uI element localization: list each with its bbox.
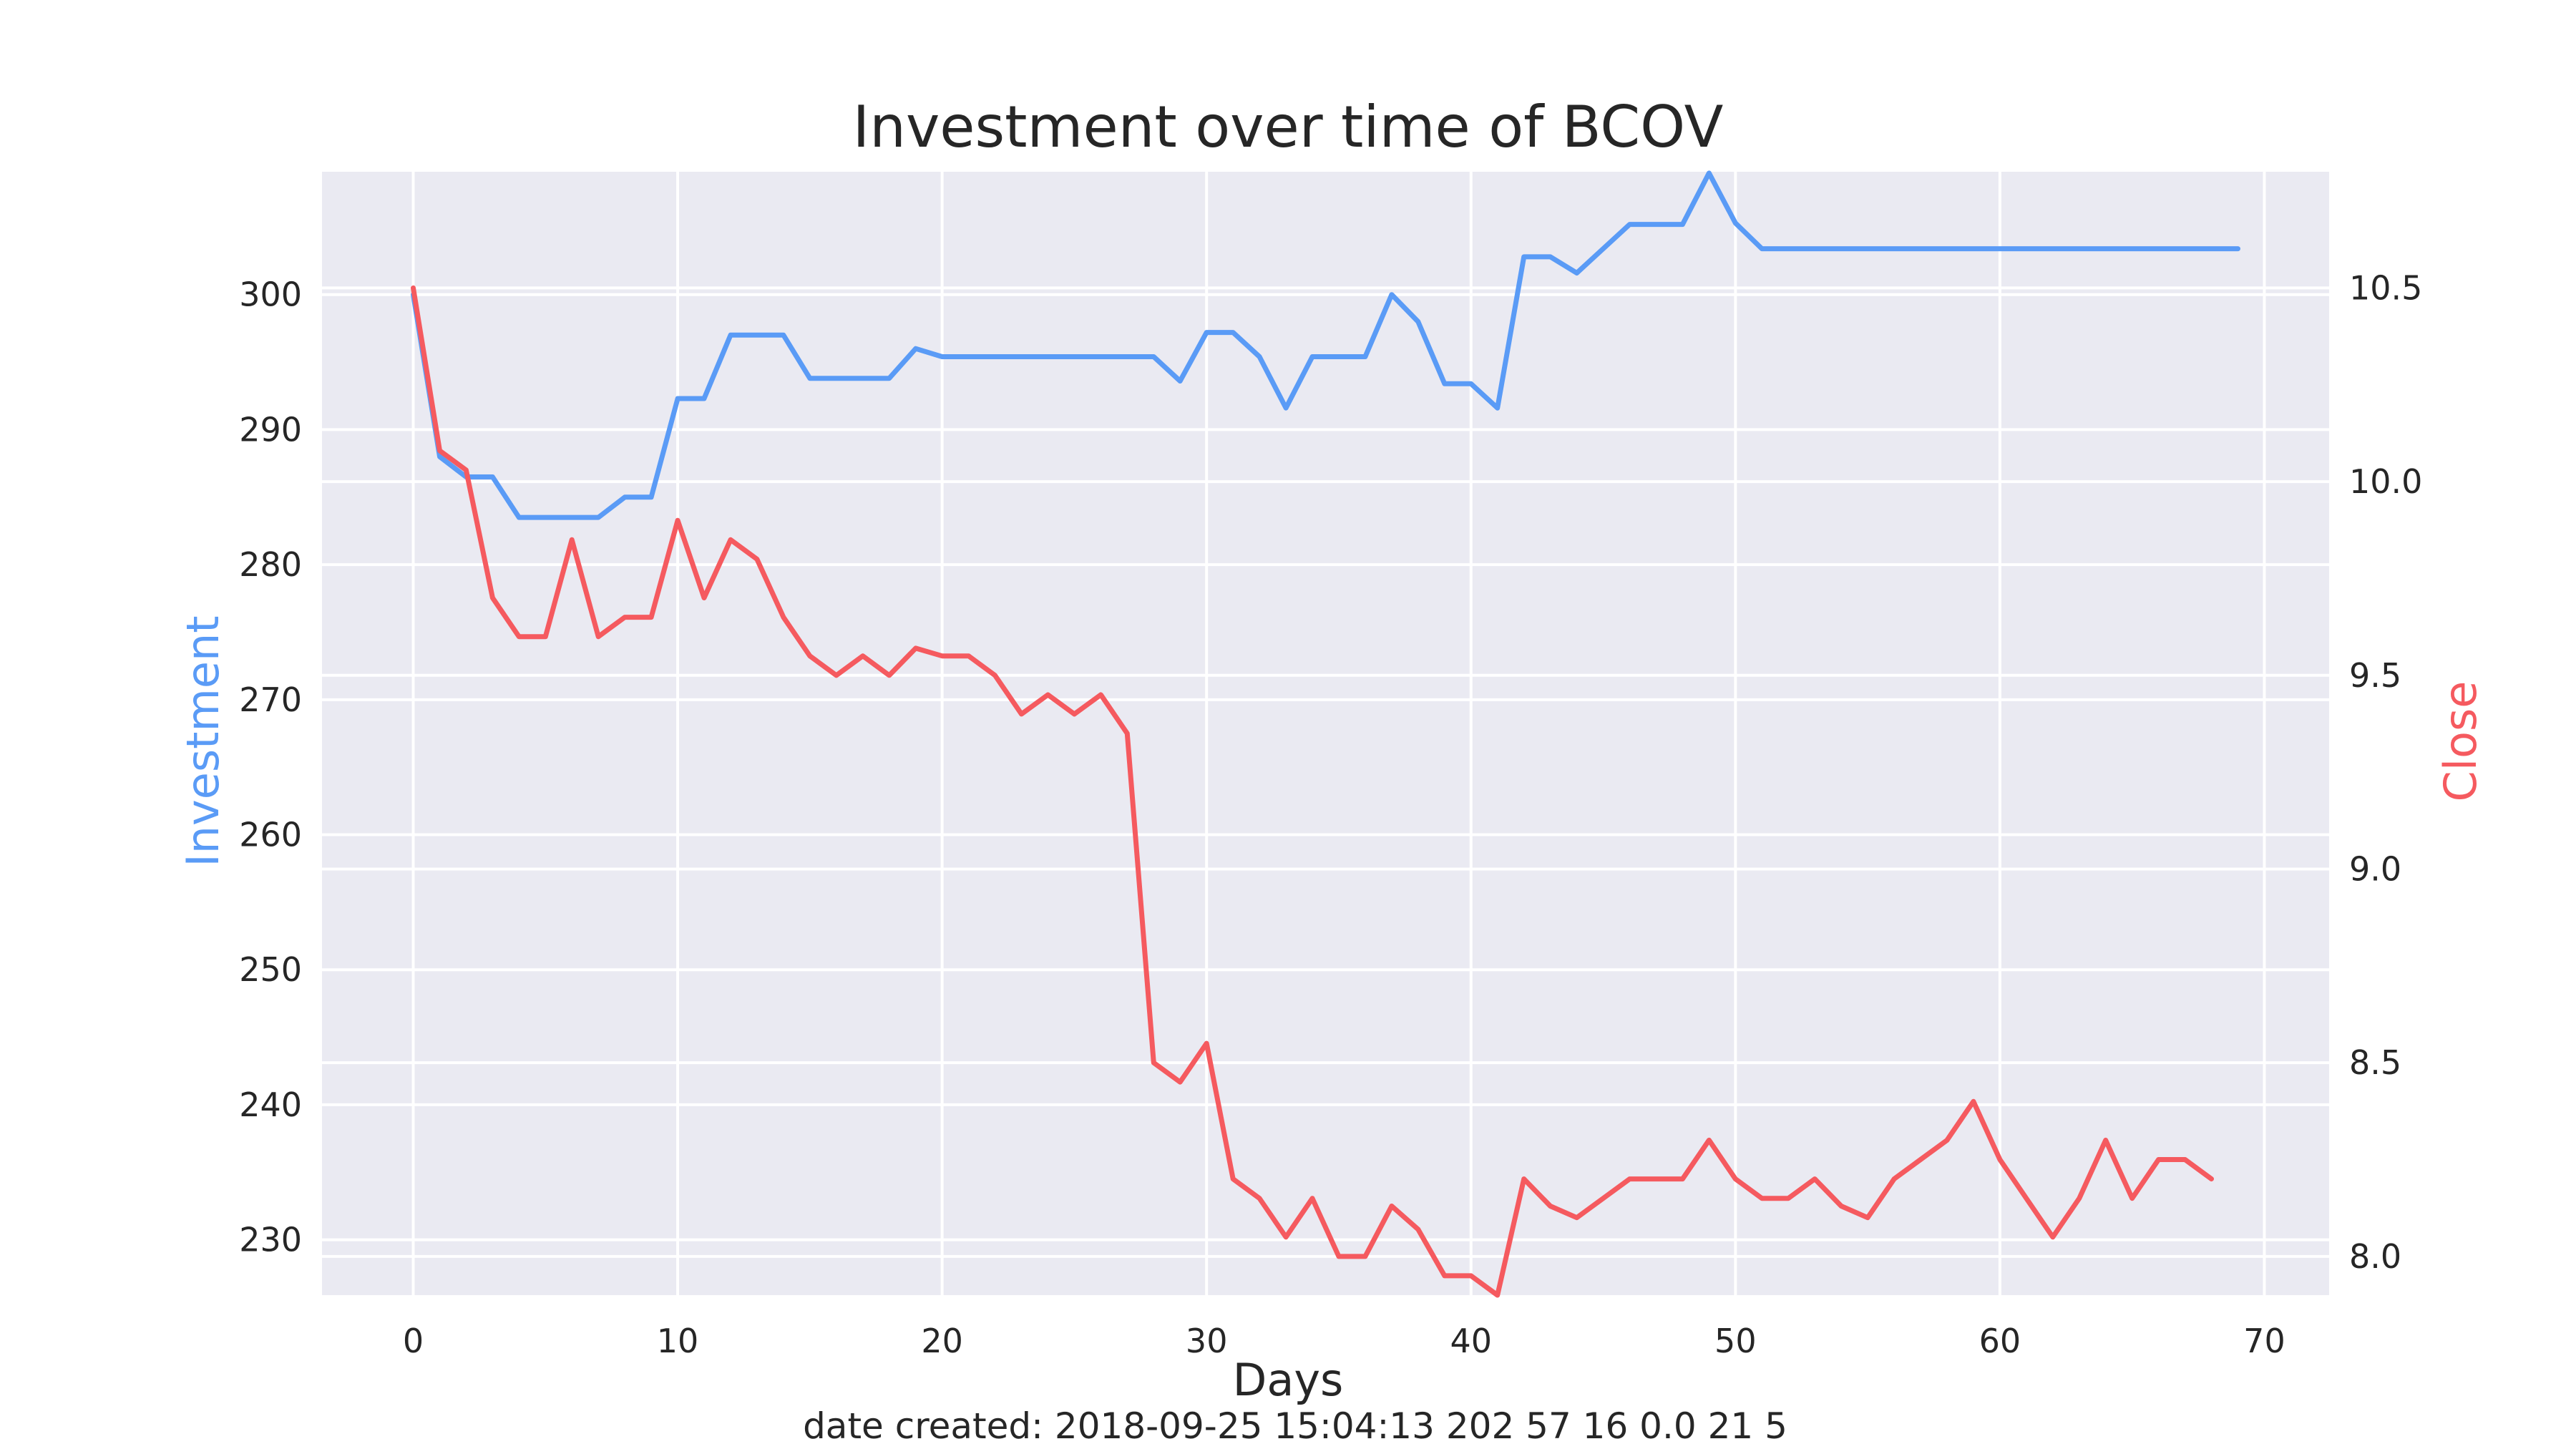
x-tick-label: 70 [2243, 1322, 2285, 1360]
y-left-tick-label: 290 [239, 410, 302, 449]
x-tick-label: 10 [657, 1322, 699, 1360]
y-left-tick-label: 230 [239, 1221, 302, 1259]
y-right-tick-label: 10.5 [2349, 268, 2422, 307]
x-tick-label: 30 [1186, 1322, 1228, 1360]
y-right-tick-label: 8.0 [2349, 1237, 2401, 1276]
y-left-tick-label: 250 [239, 950, 302, 989]
x-tick-label: 20 [921, 1322, 963, 1360]
x-tick-label: 40 [1450, 1322, 1492, 1360]
y-left-tick-label: 240 [239, 1085, 302, 1124]
series-layer [411, 170, 2240, 1298]
x-tick-label: 50 [1714, 1322, 1757, 1360]
y-right-tick-label: 8.5 [2349, 1043, 2401, 1082]
x-tick-label: 0 [403, 1322, 424, 1360]
series-line-close [411, 285, 2214, 1298]
x-axis-label: Days [1233, 1354, 1344, 1406]
x-tick-label: 60 [1979, 1322, 2021, 1360]
y-right-tick-label: 10.0 [2349, 462, 2422, 501]
plot-area [322, 172, 2329, 1295]
series-line-investment [411, 170, 2240, 520]
date-created-note: date created: 2018-09-25 15:04:13 202 57… [803, 1405, 1787, 1447]
y-left-tick-label: 300 [239, 275, 302, 314]
y-left-tick-label: 280 [239, 545, 302, 584]
grid-lines [322, 172, 2329, 1295]
y-axis-right-label: Close [2434, 681, 2487, 802]
y-right-tick-label: 9.0 [2349, 849, 2401, 888]
y-left-tick-label: 270 [239, 680, 302, 719]
chart-title: Investment over time of BCOV [853, 94, 1724, 160]
tick-labels: 0 10 20 30 40 50 60 70 230 240 250 260 270 280 290 300 8… [239, 268, 2422, 1360]
y-axis-left-label: Investment [177, 615, 229, 867]
y-right-tick-label: 9.5 [2349, 656, 2401, 695]
y-left-tick-label: 260 [239, 816, 302, 854]
